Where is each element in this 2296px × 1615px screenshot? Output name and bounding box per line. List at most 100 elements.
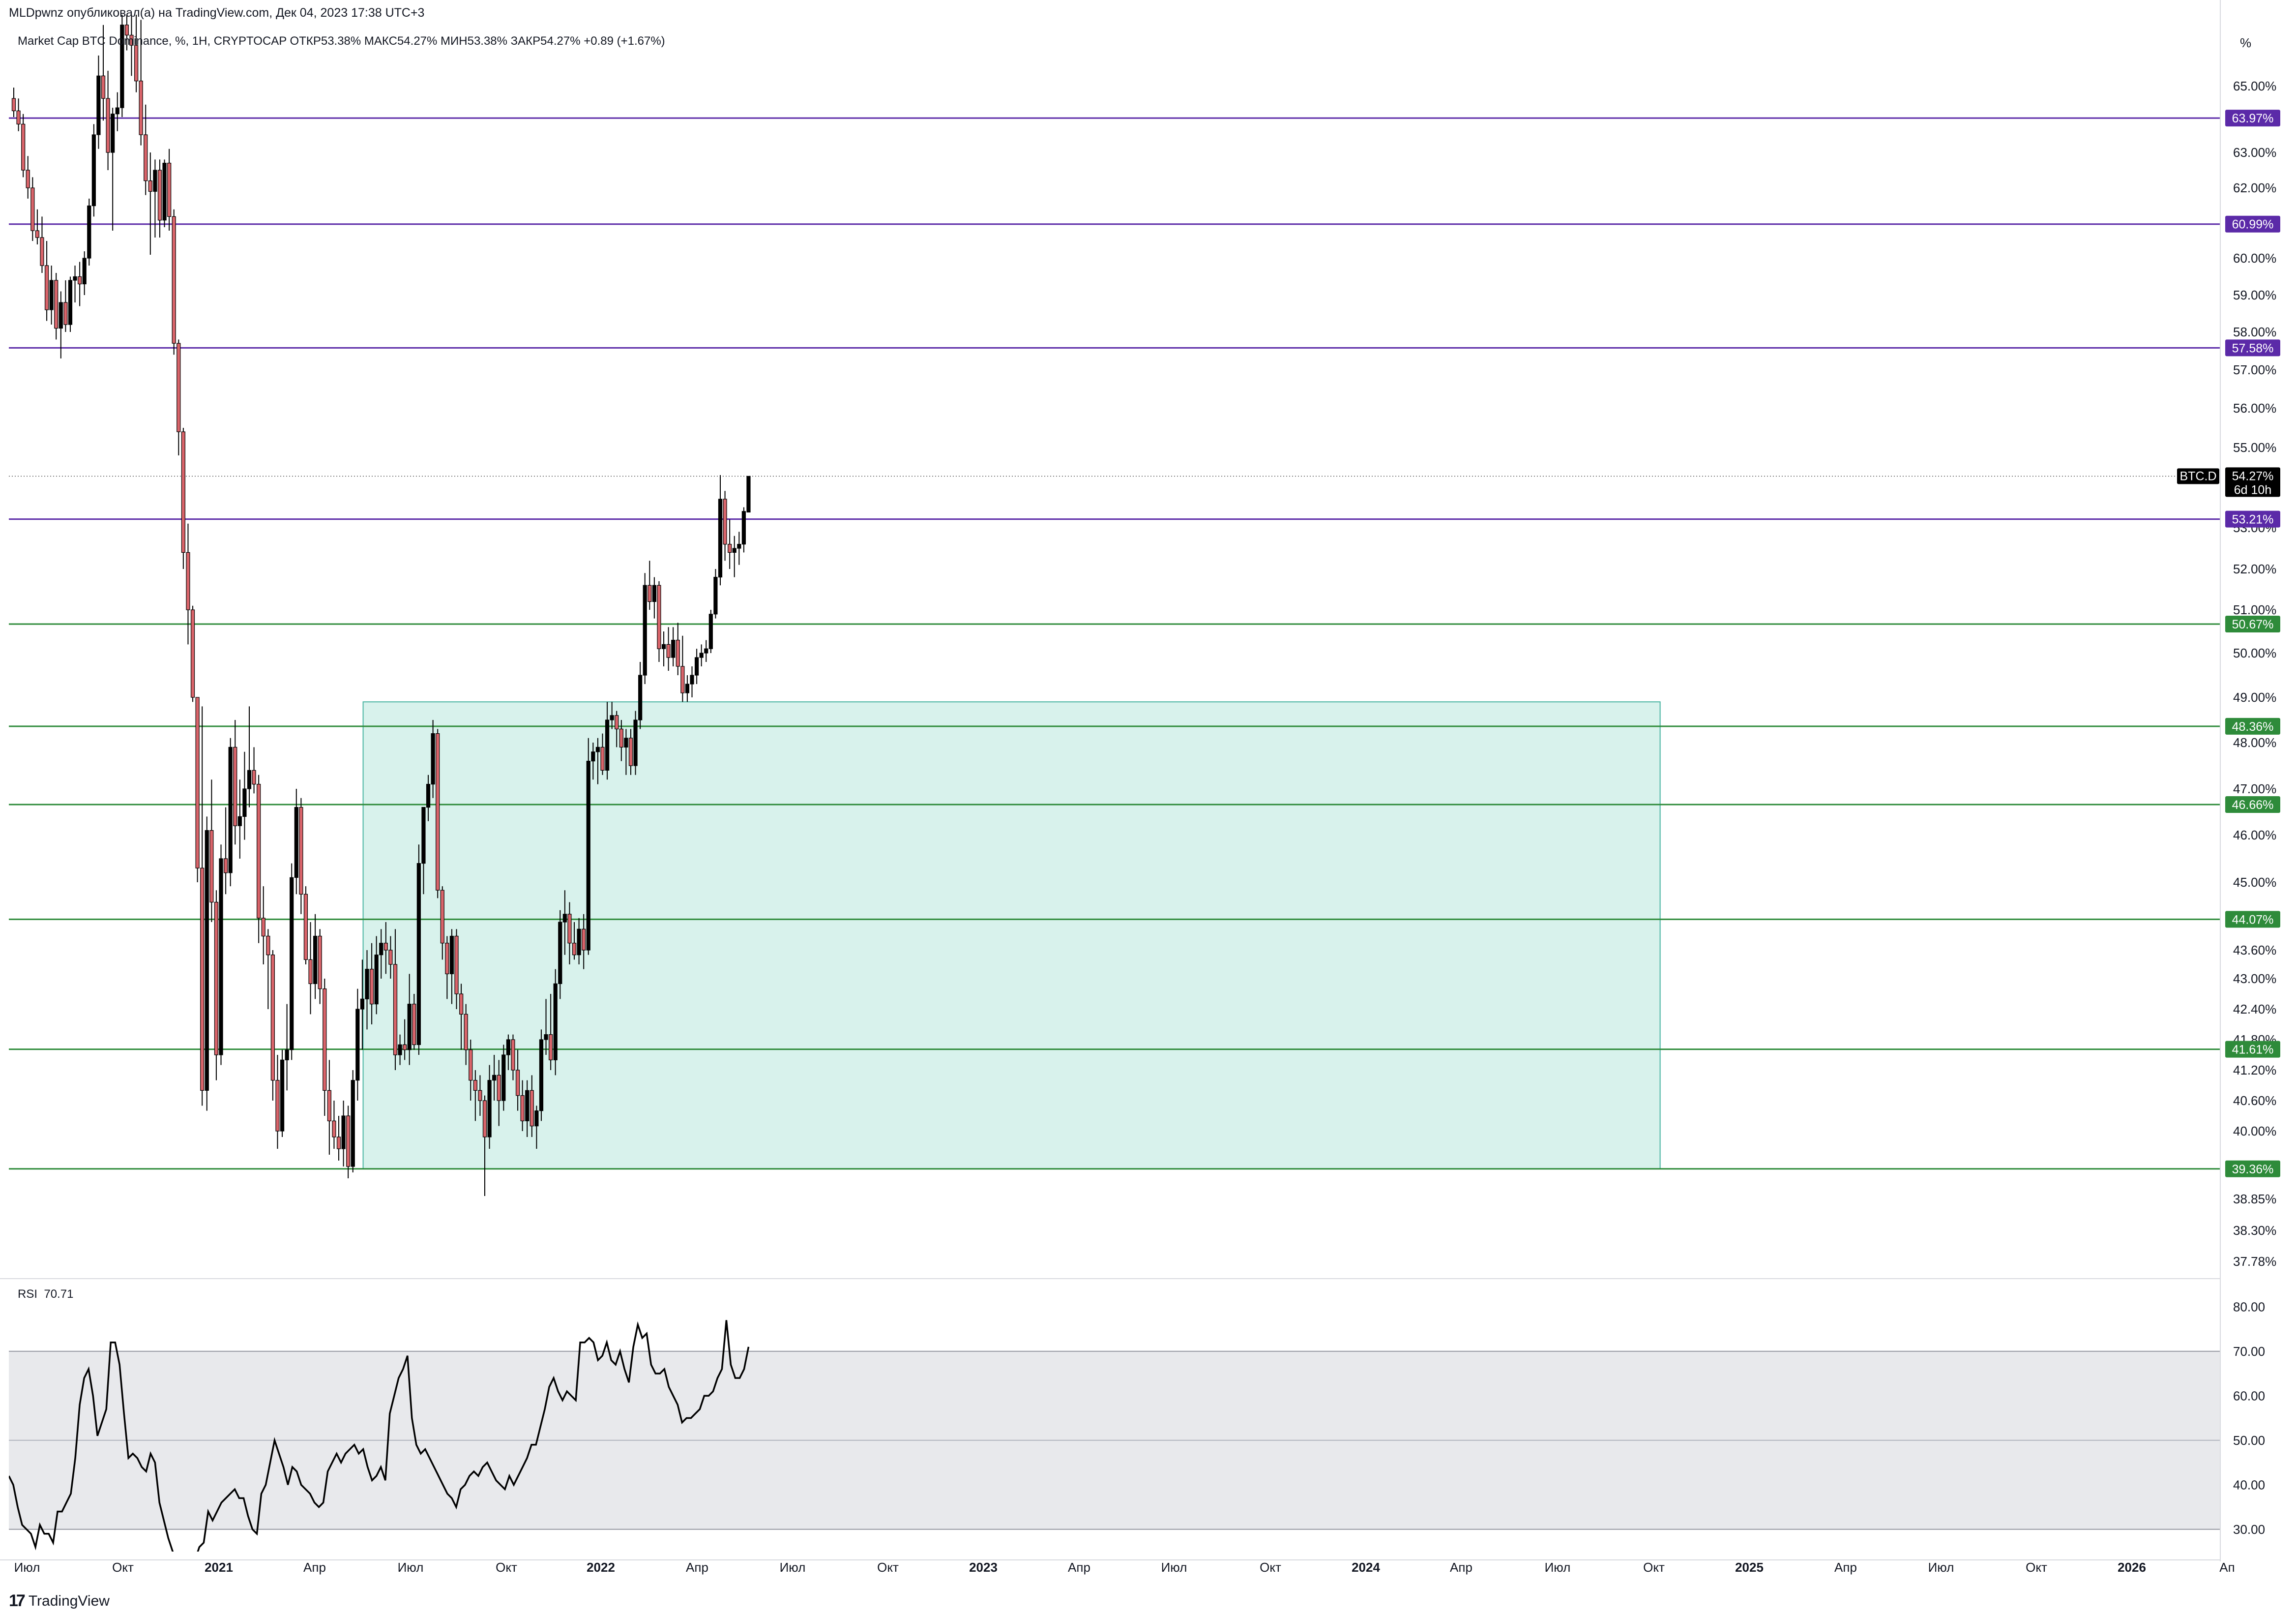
candle: [266, 929, 270, 1009]
candle: [534, 1106, 539, 1149]
candle-body: [332, 1120, 336, 1137]
price-tick-label: 65.00%: [2233, 79, 2276, 93]
candle: [195, 697, 200, 882]
candle-body: [318, 935, 322, 989]
rsi-tick-label: 60.00: [2233, 1388, 2265, 1403]
candle: [449, 929, 454, 1004]
candle-body: [728, 543, 732, 553]
candle-body: [648, 585, 652, 602]
candle: [525, 1080, 530, 1137]
candle-body: [610, 715, 614, 720]
candle: [539, 1029, 544, 1121]
candle: [728, 519, 732, 569]
symbol-info-line: Market Cap BTC Dominance, %, 1Н, CRYPTOC…: [18, 34, 665, 48]
date-tick-label: Окт: [1643, 1560, 1665, 1575]
candle-body: [153, 170, 157, 192]
candle: [633, 711, 638, 775]
candle-body: [190, 609, 195, 698]
candle: [134, 15, 139, 92]
candle: [544, 999, 548, 1055]
candle-body: [469, 1049, 473, 1081]
candle: [708, 610, 713, 653]
candle: [308, 922, 313, 1015]
candle: [445, 936, 449, 999]
price-tick-label: 42.40%: [2233, 1002, 2276, 1017]
date-tick-label: Окт: [1260, 1560, 1281, 1575]
candle: [54, 273, 59, 340]
level-price-tag: [2225, 616, 2280, 633]
candle: [190, 605, 195, 702]
candle-body: [586, 760, 590, 951]
candle: [567, 902, 572, 964]
candle-body: [680, 666, 685, 693]
candle: [177, 339, 181, 455]
candle: [106, 70, 110, 170]
candle-body: [323, 988, 327, 1091]
candle: [336, 1116, 341, 1161]
candle: [252, 747, 256, 794]
candle-body: [699, 653, 704, 658]
price-axis-unit: %: [2240, 35, 2252, 50]
price-tick-label: 37.78%: [2233, 1254, 2276, 1269]
candle-body: [205, 830, 209, 1091]
candle: [511, 1034, 515, 1080]
candle: [393, 929, 398, 1070]
candle-body: [454, 935, 459, 994]
candle: [501, 1045, 506, 1111]
candle-body: [487, 1080, 492, 1137]
price-tick-label: 40.60%: [2233, 1093, 2276, 1108]
candle-body: [40, 237, 44, 266]
price-tick-label: 63.00%: [2233, 145, 2276, 160]
candle-body: [101, 75, 106, 99]
candle: [520, 1080, 525, 1131]
candle-body: [73, 276, 77, 281]
candle-body: [718, 499, 723, 578]
candle: [685, 675, 690, 702]
date-tick-label: Июл: [780, 1560, 806, 1575]
price-tick-label: 45.00%: [2233, 875, 2276, 890]
candle-body: [219, 858, 223, 1055]
candle: [661, 631, 666, 666]
date-tick-label: 2025: [1735, 1560, 1764, 1575]
candle-body: [209, 830, 214, 903]
candle-body: [360, 998, 365, 1010]
candle-body: [436, 733, 440, 891]
candle-body: [388, 950, 393, 965]
rsi-tick-label: 40.00: [2233, 1477, 2265, 1492]
candle-body: [704, 648, 708, 654]
candle: [416, 844, 421, 1055]
candle-body: [148, 180, 152, 192]
level-price-label: 48.36%: [2232, 720, 2274, 734]
candle-body: [313, 935, 318, 984]
candle: [515, 1049, 520, 1111]
candle: [671, 627, 676, 666]
candle: [497, 1060, 501, 1126]
price-tick-label: 62.00%: [2233, 180, 2276, 195]
candle-body: [369, 969, 374, 1005]
candle-body: [91, 134, 96, 207]
level-price-label: 39.36%: [2232, 1163, 2274, 1176]
candle: [487, 1065, 492, 1149]
candle: [553, 969, 558, 1076]
level-price-tag: [2225, 339, 2280, 357]
candle-body: [82, 258, 87, 285]
tradingview-logo[interactable]: 17 TradingView: [9, 1591, 110, 1611]
candle: [209, 779, 214, 922]
candle-body: [266, 935, 270, 956]
candle: [577, 918, 581, 964]
candle-body: [473, 1080, 477, 1091]
rsi-tick-label: 80.00: [2233, 1299, 2265, 1314]
candle: [35, 209, 40, 244]
candle: [63, 280, 68, 332]
candle: [407, 974, 412, 1065]
candle-body: [54, 280, 59, 329]
candle-body: [224, 858, 228, 873]
level-price-label: 44.07%: [2232, 913, 2274, 927]
candle: [341, 1101, 346, 1166]
price-tick-label: 57.00%: [2233, 362, 2276, 377]
candle: [49, 266, 54, 325]
candle: [737, 532, 741, 565]
candle-body: [732, 548, 736, 553]
candle-body: [96, 75, 101, 135]
level-price-label: 53.21%: [2232, 513, 2274, 527]
